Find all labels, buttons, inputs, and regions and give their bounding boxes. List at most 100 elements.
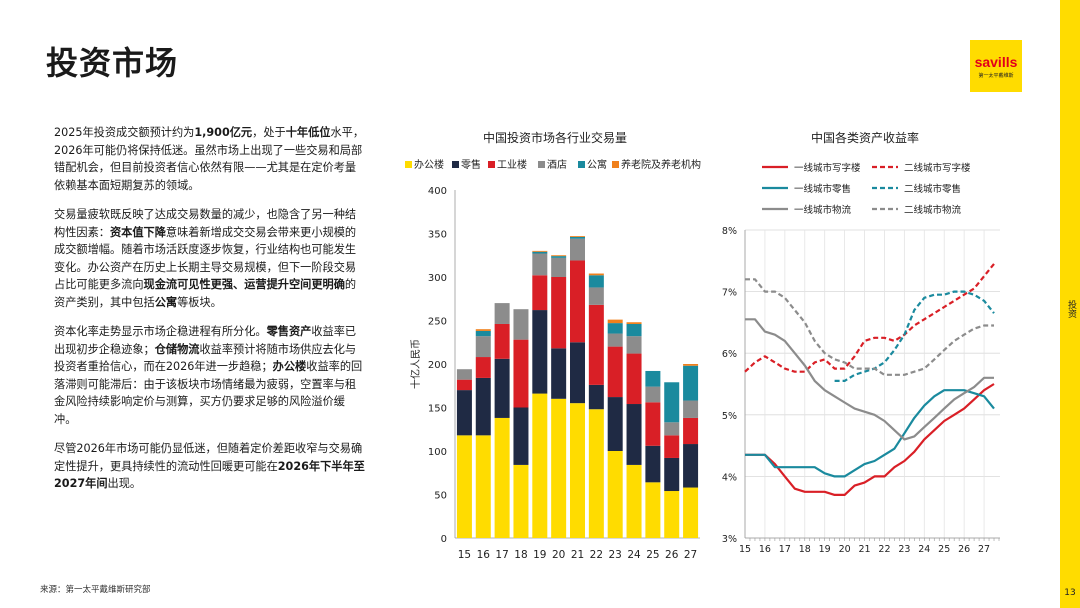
bold-run: 十年低位	[285, 126, 331, 139]
y-tick-label: 6%	[722, 349, 737, 360]
bold-run: 办公楼	[272, 360, 307, 373]
bar-segment	[607, 397, 623, 451]
y-tick-label: 400	[428, 186, 447, 197]
bar-segment	[626, 322, 642, 324]
bar-segment	[532, 250, 548, 252]
page-title: 投资市场	[46, 44, 179, 82]
legend-label: 二线城市写字楼	[904, 162, 971, 174]
bold-run: 现金流可见性更强、运营提升空间更明确	[143, 278, 345, 291]
bar-segment	[588, 275, 604, 288]
series-line	[745, 389, 995, 478]
y-tick-label: 4%	[722, 472, 737, 483]
x-tick-label: 25	[938, 544, 950, 555]
x-tick-label: 21	[571, 549, 584, 561]
commentary-text: 2025年投资成交额预计约为1,900亿元，处于十年低位水平，2026年可能仍将…	[54, 124, 366, 505]
x-tick-label: 19	[533, 549, 546, 561]
bar-segment	[683, 444, 699, 488]
bar-segment	[626, 336, 642, 354]
x-tick-label: 26	[958, 544, 970, 555]
bold-run: 资本值下降	[109, 225, 166, 239]
bar-segment	[551, 256, 567, 258]
text-run: 意味着新增成交交易会带来更小规模的成交额增幅。随着市场活跃度逐步恢复，行业结构也…	[54, 225, 357, 292]
bar-segment	[683, 487, 699, 538]
bar-segment	[626, 323, 642, 337]
bar-segment	[532, 393, 548, 538]
y-tick-label: 3%	[722, 534, 737, 545]
x-tick-label: 22	[878, 544, 890, 555]
bar-segment	[626, 353, 642, 405]
bar-segment	[664, 382, 680, 423]
bar-segment	[607, 346, 623, 398]
legend-label: 酒店	[547, 158, 567, 171]
text-run: 收益率的回落滞则可能滞后：由于该板块市场情绪最为疲弱，空置率与租金风险持续影响定…	[54, 360, 363, 426]
text-run: 资本化率走势显示市场企稳进程有所分化。	[54, 325, 267, 338]
text-run: 2025年投资成交额预计约为	[54, 126, 195, 139]
bar-segment	[551, 257, 567, 277]
bar-segment	[664, 491, 680, 538]
y-tick-label: 50	[434, 491, 447, 502]
bar-segment	[570, 403, 585, 538]
x-tick-label: 15	[739, 544, 751, 555]
bold-run: 零售资产	[266, 325, 312, 338]
bar-segment	[570, 236, 585, 239]
y-tick-label: 300	[428, 273, 447, 284]
series-line	[745, 278, 994, 376]
bar-segment	[551, 255, 567, 257]
x-tick-label: 24	[918, 544, 930, 555]
legend-swatch	[405, 161, 412, 168]
bar-segment	[475, 435, 491, 538]
x-tick-label: 23	[609, 549, 622, 561]
x-tick-label: 17	[495, 549, 508, 561]
paragraph-1: 2025年投资成交额预计约为1,900亿元，处于十年低位水平，2026年可能仍将…	[54, 124, 366, 194]
section-side-label: 投资	[1066, 300, 1076, 318]
y-axis-label: 十亿人民币	[409, 339, 422, 389]
x-tick-label: 22	[590, 549, 603, 561]
bar-segment	[683, 417, 699, 445]
bar-segment	[645, 482, 661, 538]
bar-segment	[475, 357, 491, 378]
paragraph-3: 资本化率走势显示市场企稳进程有所分化。零售资产收益率已出现初步企稳迹象；仓储物流…	[54, 323, 366, 428]
bar-segment	[607, 323, 623, 334]
bar-segment	[551, 277, 567, 349]
bar-segment	[664, 422, 680, 436]
bar-segment	[475, 336, 491, 358]
x-tick-label: 20	[552, 549, 565, 561]
x-tick-label: 27	[978, 544, 990, 555]
legend-label: 一线城市零售	[794, 183, 851, 195]
bar-segment	[683, 365, 699, 401]
bar-segment	[664, 457, 680, 492]
page-number: 13	[1064, 588, 1076, 598]
legend-label: 工业楼	[497, 158, 527, 171]
series-line	[834, 290, 995, 382]
bar-segment	[494, 323, 510, 359]
x-tick-label: 20	[839, 544, 851, 555]
legend-label: 一线城市写字楼	[794, 162, 861, 174]
bar-segment	[645, 386, 661, 403]
bar-segment	[607, 319, 623, 324]
paragraph-2: 交易量疲软既反映了达成交易数量的减少，也隐含了另一种结构性因素：资本值下降意味着…	[54, 206, 366, 311]
text-run: ，处于	[252, 126, 286, 139]
bold-run: 1,900亿元	[194, 126, 253, 139]
bar-segment	[494, 358, 510, 418]
bar-segment	[475, 329, 491, 331]
bar-segment	[456, 369, 472, 380]
bar-segment	[588, 409, 604, 538]
right-accent-bar	[1060, 0, 1080, 608]
y-tick-label: 350	[428, 230, 447, 241]
legend-swatch	[578, 161, 585, 168]
x-tick-label: 16	[759, 544, 771, 555]
paragraph-4: 尽管2026年市场可能仍显低迷，但随着定价差距收窄与交易确定性提升，更具持续性的…	[54, 440, 366, 493]
x-tick-label: 17	[779, 544, 791, 555]
x-tick-label: 21	[858, 544, 870, 555]
legend-swatch	[612, 161, 619, 168]
x-tick-label: 18	[799, 544, 811, 555]
bar-segment	[456, 435, 472, 538]
y-tick-label: 0	[441, 534, 447, 545]
bar-segment	[607, 333, 623, 347]
chart-title: 中国各类资产收益率	[811, 130, 919, 145]
bar-segment	[570, 260, 585, 343]
y-tick-label: 8%	[722, 226, 737, 237]
bar-segment	[513, 407, 529, 465]
